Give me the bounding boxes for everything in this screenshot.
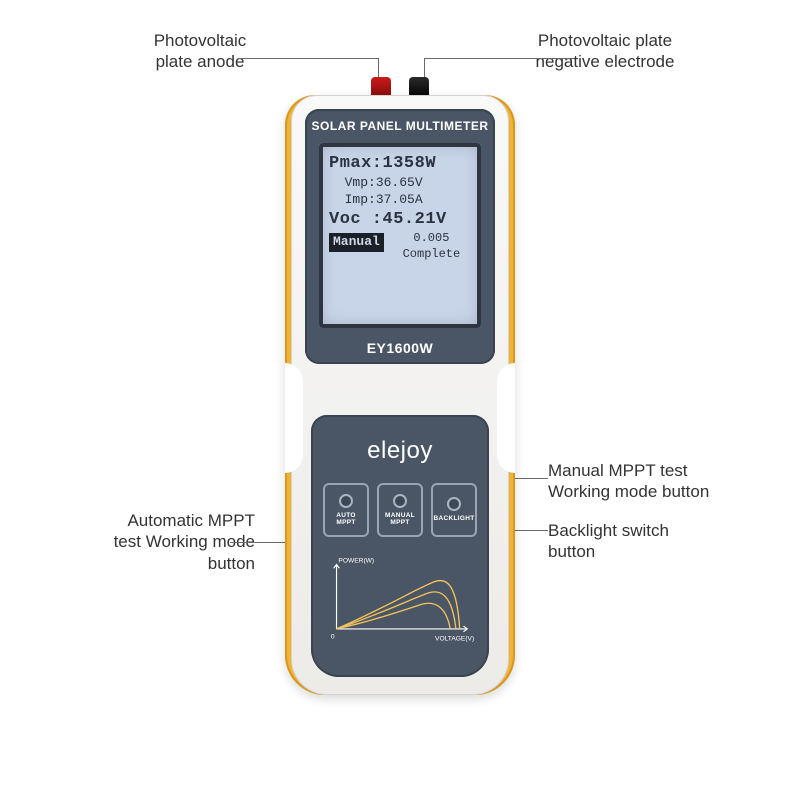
button-indicator-icon: [393, 494, 407, 508]
callout-cathode: Photovoltaic plate negative electrode: [505, 30, 705, 73]
body-notch-right: [497, 363, 515, 473]
callout-auto: Automatic MPPT test Working mode button: [65, 510, 255, 574]
button-row: AUTO MPPT MANUAL MPPT BACKLIGHT: [323, 483, 477, 537]
lcd-screen: Pmax:1358W Vmp:36.65V Imp:37.05A Voc :45…: [319, 143, 481, 328]
auto-mppt-label: AUTO MPPT: [336, 512, 356, 526]
button-indicator-icon: [447, 497, 461, 511]
graph-curves: [337, 581, 460, 629]
lcd-status: Complete: [390, 247, 473, 263]
lcd-imp-value: 37.05A: [376, 192, 423, 207]
backlight-button[interactable]: BACKLIGHT: [431, 483, 477, 537]
lcd-pmax-value: 1358W: [383, 154, 437, 173]
callout-anode: Photovoltaic plate anode: [110, 30, 290, 73]
auto-mppt-button[interactable]: AUTO MPPT: [323, 483, 369, 537]
body-notch-left: [285, 363, 303, 473]
lcd-vmp-label: Vmp:: [345, 175, 376, 190]
leader-line: [238, 58, 378, 59]
callout-manual: Manual MPPT test Working mode button: [548, 460, 768, 503]
backlight-label: BACKLIGHT: [434, 515, 475, 522]
brand-logo: elejoy: [367, 437, 433, 465]
device-model: EY1600W: [305, 340, 495, 356]
lcd-vmp-value: 36.65V: [376, 175, 423, 190]
device-body: SOLAR PANEL MULTIMETER Pmax:1358W Vmp:36…: [291, 95, 509, 695]
lcd-voc-value: 45.21V: [383, 210, 447, 229]
graph-origin-label: 0: [331, 633, 335, 640]
lcd-pmax-label: Pmax:: [329, 154, 383, 173]
graph-x-axis-label: VOLTAGE(V): [435, 635, 474, 642]
lcd-imp-label: Imp:: [345, 192, 376, 207]
manual-mppt-label: MANUAL MPPT: [385, 512, 415, 526]
bottom-panel: elejoy AUTO MPPT MANUAL MPPT BACKLIGHT P…: [311, 415, 489, 677]
manual-mppt-button[interactable]: MANUAL MPPT: [377, 483, 423, 537]
lcd-mode-chip: Manual: [329, 233, 384, 252]
button-indicator-icon: [339, 494, 353, 508]
device: SOLAR PANEL MULTIMETER Pmax:1358W Vmp:36…: [285, 95, 515, 695]
graph-y-axis-label: POWER(W): [338, 558, 374, 565]
top-panel: SOLAR PANEL MULTIMETER Pmax:1358W Vmp:36…: [305, 109, 495, 364]
leader-line: [424, 58, 574, 59]
lcd-aux-value: 0.005: [390, 231, 473, 247]
lcd-voc-label: Voc :: [329, 210, 383, 229]
device-title: SOLAR PANEL MULTIMETER: [305, 109, 495, 133]
power-voltage-graph: POWER(W) 0 VOLTAGE(V): [325, 555, 475, 645]
callout-backlight: Backlight switch button: [548, 520, 748, 563]
